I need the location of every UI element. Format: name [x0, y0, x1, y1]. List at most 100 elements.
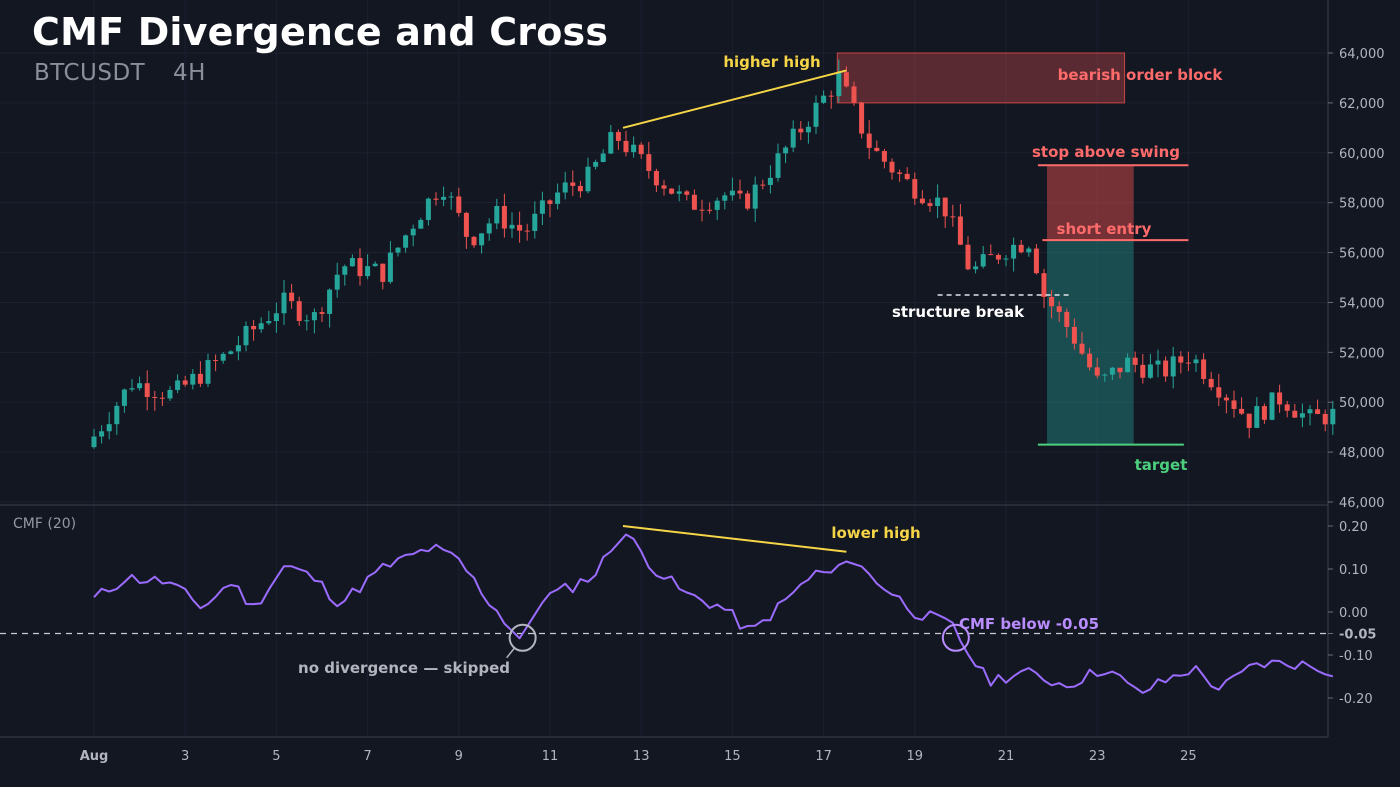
candle-body	[539, 200, 545, 214]
candle-body	[213, 360, 219, 362]
time-tick-label: 19	[907, 749, 924, 764]
higher-high-label: higher high	[723, 53, 820, 71]
candle-body	[1056, 306, 1062, 312]
cmf-tick-label: 0.10	[1339, 563, 1368, 578]
candle-body	[1033, 248, 1039, 274]
candle-body	[1284, 404, 1290, 411]
cmf-tick-label: -0.10	[1339, 649, 1373, 664]
time-tick-label: 11	[542, 749, 559, 764]
cmf-below-label: CMF below -0.05	[959, 615, 1099, 633]
candle-body	[691, 194, 697, 210]
lower-high-line	[622, 525, 847, 553]
candle-body	[745, 193, 751, 209]
cmf-tick-label: 0.00	[1339, 606, 1368, 621]
candle-body	[479, 233, 485, 246]
time-tick-label: 5	[272, 749, 280, 764]
time-tick-label: 9	[455, 749, 463, 764]
cmf-series-line	[93, 533, 1334, 694]
candle-body	[988, 254, 994, 256]
no-divergence-label: no divergence — skipped	[298, 659, 510, 677]
candle-body	[1299, 413, 1305, 418]
price-tick-label: 54,000	[1339, 296, 1385, 311]
interval-label: 4H	[173, 60, 206, 86]
candle-body	[752, 184, 758, 209]
candle-body	[631, 144, 637, 153]
candle-body	[775, 153, 781, 178]
time-tick-label: 23	[1089, 749, 1106, 764]
no-divergence-marker	[508, 623, 537, 652]
candle-body	[129, 388, 135, 390]
candle-body	[798, 128, 804, 133]
candles-group	[91, 59, 1336, 449]
stop-risk-zone	[1047, 165, 1134, 241]
candle-body	[182, 380, 188, 385]
candle-body	[365, 266, 371, 277]
candle-body	[600, 153, 606, 162]
candle-body	[524, 230, 530, 232]
candle-body	[175, 380, 181, 390]
candle-body	[889, 161, 895, 173]
candle-body	[676, 191, 682, 194]
candle-body	[349, 258, 355, 267]
structure-break-label: structure break	[892, 303, 1025, 321]
candle-body	[950, 216, 956, 218]
candle-body	[251, 325, 257, 330]
candle-body	[965, 244, 971, 270]
candle-body	[1201, 359, 1207, 379]
short-entry-label: short entry	[1057, 220, 1152, 238]
candle-body	[760, 184, 766, 186]
candle-body	[1011, 244, 1017, 259]
cmf-tick-label: -0.05	[1339, 628, 1376, 643]
candle-body	[851, 86, 857, 103]
candle-body	[722, 195, 728, 201]
candle-body	[167, 389, 173, 399]
symbol-label: BTCUSDT	[34, 60, 146, 86]
candle-body	[1170, 356, 1176, 377]
cmf-cross-marker	[941, 623, 970, 652]
candle-body	[608, 132, 614, 154]
candle-body	[562, 182, 568, 193]
candle-body	[1178, 356, 1184, 363]
candle-body	[517, 224, 523, 231]
price-tick-label: 62,000	[1339, 97, 1385, 112]
candle-body	[593, 161, 599, 167]
candle-body	[220, 353, 226, 361]
time-tick-label: 3	[181, 749, 189, 764]
candle-body	[1018, 244, 1024, 253]
candle-body	[805, 126, 811, 133]
cmf-tick-label: 0.20	[1339, 520, 1368, 535]
chart-subtitle: BTCUSDT 4H	[34, 60, 226, 86]
candle-body	[448, 196, 454, 198]
candle-body	[372, 263, 378, 267]
price-tick-label: 48,000	[1339, 446, 1385, 461]
candle-body	[897, 172, 903, 174]
candle-body	[266, 321, 272, 324]
candle-body	[767, 177, 773, 185]
candle-body	[1261, 406, 1267, 420]
candle-body	[653, 170, 659, 186]
candle-body	[334, 274, 340, 290]
candle-body	[684, 191, 690, 195]
candle-body	[1231, 400, 1237, 409]
candle-body	[714, 200, 720, 210]
candle-body	[1193, 359, 1199, 364]
profit-target-zone	[1047, 240, 1134, 445]
candle-body	[1071, 326, 1077, 344]
candle-body	[99, 431, 105, 437]
lower-high-label: lower high	[831, 524, 920, 542]
candle-body	[874, 147, 880, 152]
candle-body	[1163, 360, 1169, 377]
chart-title: CMF Divergence and Cross	[32, 10, 609, 54]
price-tick-label: 60,000	[1339, 147, 1385, 162]
candle-body	[1102, 374, 1108, 376]
candle-body	[342, 266, 348, 275]
candle-body	[190, 373, 196, 385]
candle-body	[783, 147, 789, 154]
candle-body	[296, 301, 302, 321]
candle-body	[205, 360, 211, 384]
candle-body	[395, 247, 401, 253]
candle-body	[1132, 357, 1138, 365]
candle-body	[577, 185, 583, 192]
